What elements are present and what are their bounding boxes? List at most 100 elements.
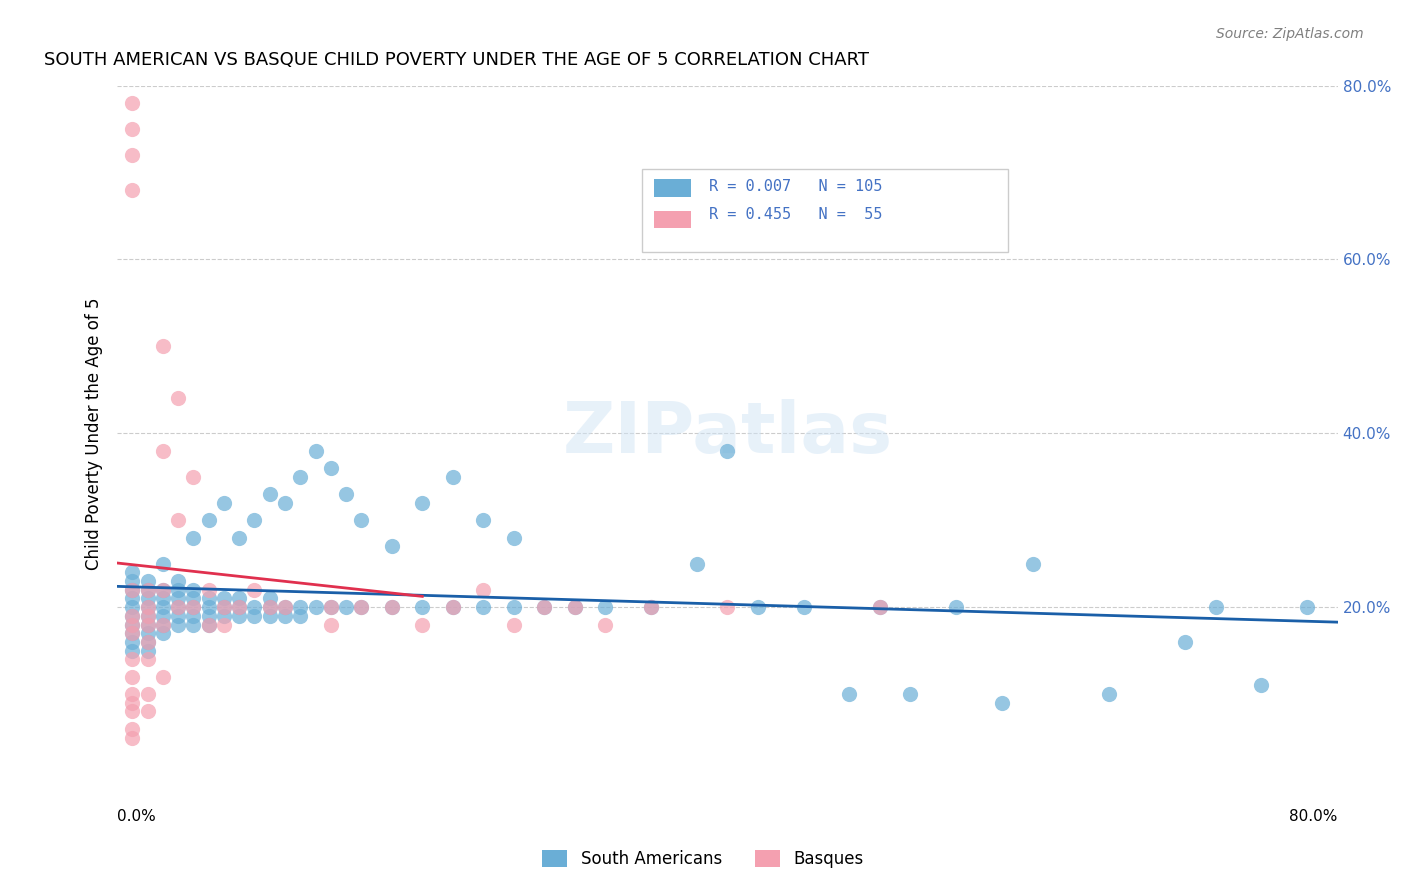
- Point: [212, 600, 235, 615]
- Point: [197, 582, 219, 597]
- Text: 0.0%: 0.0%: [117, 809, 156, 824]
- Point: [243, 600, 266, 615]
- Point: [1174, 635, 1197, 649]
- Point: [121, 600, 143, 615]
- Point: [152, 443, 174, 458]
- Point: [945, 600, 967, 615]
- Point: [319, 600, 342, 615]
- Point: [121, 608, 143, 623]
- Point: [121, 687, 143, 701]
- Point: [564, 600, 586, 615]
- Bar: [654, 211, 690, 228]
- Point: [259, 600, 281, 615]
- Point: [121, 574, 143, 588]
- Point: [228, 591, 250, 606]
- Point: [183, 608, 205, 623]
- Point: [274, 496, 297, 510]
- Text: ZIPatlas: ZIPatlas: [562, 399, 893, 467]
- Point: [136, 582, 159, 597]
- Point: [136, 608, 159, 623]
- Point: [121, 95, 143, 110]
- Point: [441, 600, 464, 615]
- Point: [152, 626, 174, 640]
- Point: [441, 469, 464, 483]
- Point: [136, 582, 159, 597]
- Point: [152, 600, 174, 615]
- Point: [319, 600, 342, 615]
- Point: [121, 670, 143, 684]
- Point: [472, 582, 495, 597]
- Point: [274, 600, 297, 615]
- Point: [212, 496, 235, 510]
- Point: [381, 600, 404, 615]
- Point: [290, 600, 312, 615]
- Point: [1205, 600, 1227, 615]
- Point: [183, 600, 205, 615]
- Point: [121, 696, 143, 710]
- Point: [183, 617, 205, 632]
- Point: [121, 122, 143, 136]
- Point: [121, 617, 143, 632]
- Point: [228, 531, 250, 545]
- Point: [259, 487, 281, 501]
- Point: [136, 600, 159, 615]
- Point: [136, 635, 159, 649]
- Point: [259, 591, 281, 606]
- Point: [319, 617, 342, 632]
- Point: [350, 600, 373, 615]
- Point: [595, 617, 617, 632]
- Bar: [643, 169, 1008, 252]
- Bar: [654, 179, 690, 197]
- Legend: South Americans, Basques: South Americans, Basques: [536, 843, 870, 875]
- Point: [869, 600, 891, 615]
- Point: [136, 591, 159, 606]
- Point: [1021, 557, 1043, 571]
- Point: [1296, 600, 1319, 615]
- Point: [167, 600, 190, 615]
- Point: [228, 600, 250, 615]
- Point: [121, 582, 143, 597]
- Point: [152, 582, 174, 597]
- Point: [121, 635, 143, 649]
- Point: [212, 600, 235, 615]
- Point: [183, 600, 205, 615]
- Point: [183, 582, 205, 597]
- Point: [152, 339, 174, 353]
- Point: [152, 617, 174, 632]
- Point: [183, 591, 205, 606]
- Point: [167, 600, 190, 615]
- Point: [121, 705, 143, 719]
- Point: [136, 617, 159, 632]
- Point: [167, 392, 190, 406]
- Point: [121, 626, 143, 640]
- Text: 80.0%: 80.0%: [1289, 809, 1337, 824]
- Point: [502, 600, 524, 615]
- Point: [121, 566, 143, 580]
- Point: [212, 591, 235, 606]
- Point: [212, 617, 235, 632]
- Point: [259, 600, 281, 615]
- Point: [228, 600, 250, 615]
- Point: [502, 617, 524, 632]
- Point: [121, 591, 143, 606]
- Point: [121, 183, 143, 197]
- Point: [167, 617, 190, 632]
- Point: [136, 600, 159, 615]
- Point: [167, 582, 190, 597]
- Point: [197, 608, 219, 623]
- Point: [793, 600, 815, 615]
- Point: [640, 600, 662, 615]
- Point: [136, 705, 159, 719]
- Point: [243, 513, 266, 527]
- Text: Source: ZipAtlas.com: Source: ZipAtlas.com: [1216, 27, 1364, 41]
- Point: [212, 608, 235, 623]
- Point: [136, 617, 159, 632]
- Point: [197, 591, 219, 606]
- Point: [152, 608, 174, 623]
- Point: [441, 600, 464, 615]
- Point: [350, 513, 373, 527]
- Point: [290, 608, 312, 623]
- Point: [121, 652, 143, 666]
- Point: [197, 617, 219, 632]
- Point: [183, 469, 205, 483]
